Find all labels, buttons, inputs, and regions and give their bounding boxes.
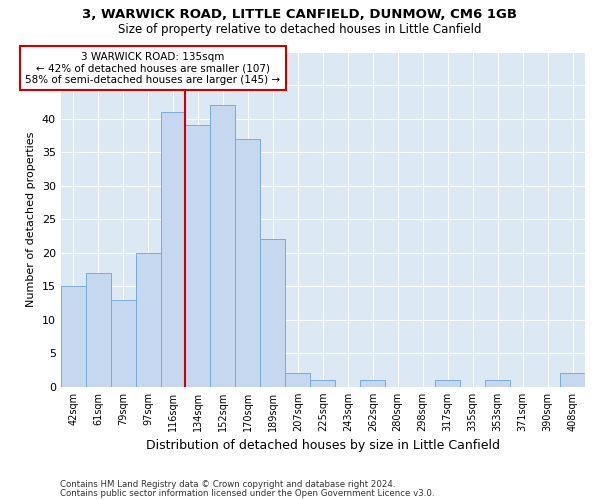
Bar [211, 105, 235, 387]
Text: 3 WARWICK ROAD: 135sqm
← 42% of detached houses are smaller (107)
58% of semi-de: 3 WARWICK ROAD: 135sqm ← 42% of detached… [25, 52, 281, 85]
Bar [185, 126, 211, 387]
Bar [136, 252, 161, 387]
Bar [360, 380, 385, 387]
Bar [310, 380, 335, 387]
X-axis label: Distribution of detached houses by size in Little Canfield: Distribution of detached houses by size … [146, 440, 500, 452]
Bar [435, 380, 460, 387]
Y-axis label: Number of detached properties: Number of detached properties [26, 132, 36, 307]
Text: Contains HM Land Registry data © Crown copyright and database right 2024.: Contains HM Land Registry data © Crown c… [60, 480, 395, 489]
Bar [161, 112, 185, 387]
Bar [235, 138, 260, 387]
Bar [61, 286, 86, 387]
Bar [286, 374, 310, 387]
Bar [485, 380, 510, 387]
Text: 3, WARWICK ROAD, LITTLE CANFIELD, DUNMOW, CM6 1GB: 3, WARWICK ROAD, LITTLE CANFIELD, DUNMOW… [83, 8, 517, 20]
Text: Contains public sector information licensed under the Open Government Licence v3: Contains public sector information licen… [60, 488, 434, 498]
Bar [86, 273, 110, 387]
Bar [110, 300, 136, 387]
Bar [260, 240, 286, 387]
Text: Size of property relative to detached houses in Little Canfield: Size of property relative to detached ho… [118, 22, 482, 36]
Bar [560, 374, 585, 387]
